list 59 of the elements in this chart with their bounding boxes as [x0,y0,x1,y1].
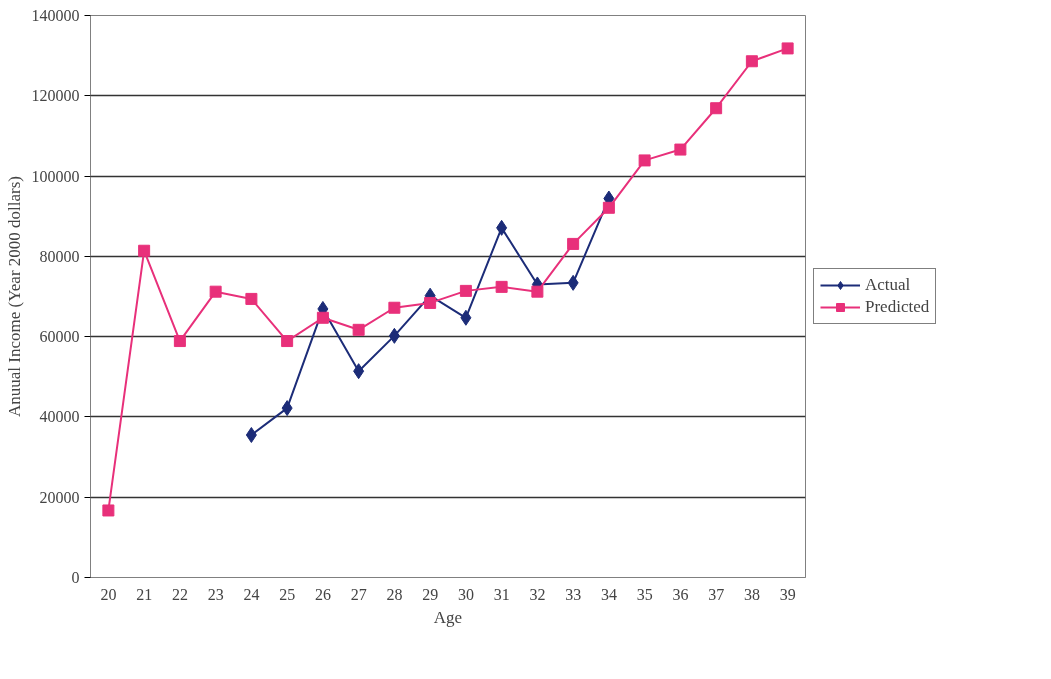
point [281,400,293,417]
x-tick-label: 29 [422,585,439,603]
x-tick-label: 26 [314,585,331,603]
x-tick-label: 20 [100,585,117,603]
x-tick-label: 28 [386,585,403,603]
y-axis-title: Anuual Income (Year 2000 dollars) [4,176,24,417]
x-tick-label: 27 [350,585,367,603]
point [710,102,723,115]
point [102,504,115,517]
point [531,285,544,298]
point [245,292,258,305]
point [567,274,579,291]
point [495,280,508,293]
point [459,284,472,297]
y-tick-label: 40000 [39,408,80,426]
legend-label: Predicted [865,297,930,317]
point [638,154,651,167]
y-tick-label: 120000 [31,87,80,105]
point [352,323,365,336]
y-tick-label: 80000 [39,247,80,265]
point [496,219,508,236]
y-tick-label: 60000 [39,328,80,346]
point [388,327,400,344]
point [388,301,401,314]
x-tick-label: 35 [636,585,653,603]
x-tick-label: 38 [743,585,760,603]
x-tick-label: 32 [529,585,546,603]
x-tick-label: 21 [136,585,153,603]
y-tick-label: 0 [71,569,80,586]
legend-label: Actual [865,275,911,295]
point [173,335,186,348]
x-axis-title: Age [433,607,463,627]
point [245,426,257,443]
x-tick-label: 22 [171,585,188,603]
x-tick-label: 37 [708,585,725,603]
x-tick-label: 39 [779,585,796,603]
x-tick-label: 31 [493,585,510,603]
point [781,42,794,55]
point [460,309,472,326]
y-tick-label: 140000 [31,7,80,24]
point [674,143,687,156]
point [353,363,365,380]
point [316,311,329,324]
y-tick-label: 20000 [39,488,80,506]
x-tick-label: 30 [457,585,474,603]
point [281,335,294,348]
x-tick-label: 36 [672,585,689,603]
point [745,55,758,68]
point [209,285,222,298]
x-tick-label: 24 [243,585,260,603]
x-tick-label: 25 [279,585,296,603]
point [138,244,151,257]
x-tick-label: 33 [565,585,582,603]
point [602,201,615,214]
y-tick-label: 100000 [31,167,80,185]
point [424,296,437,309]
x-tick-label: 23 [207,585,224,603]
point [567,237,580,250]
x-tick-label: 34 [600,585,617,603]
